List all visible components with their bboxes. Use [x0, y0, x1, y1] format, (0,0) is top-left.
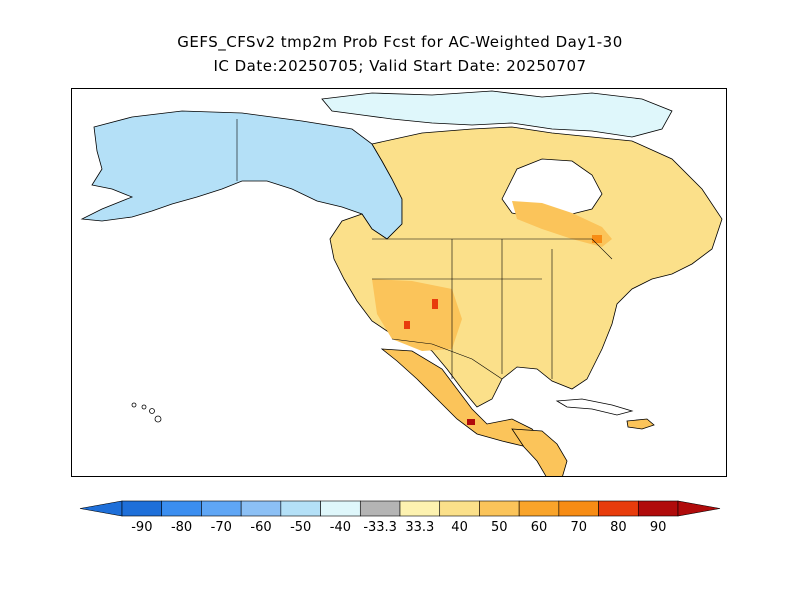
colorbar-swatch	[479, 500, 520, 517]
colorbar-low-arrow	[79, 500, 123, 517]
map-panel	[71, 88, 727, 477]
colorbar-tick-label: -90	[131, 520, 152, 535]
hot-spot-arizona	[404, 321, 410, 329]
colorbar-high-arrow	[677, 500, 721, 517]
colorbar-swatch	[558, 500, 599, 517]
colorbar-tick-label: 40	[451, 520, 468, 535]
colorbar-swatch	[399, 500, 441, 517]
colorbar-tick-label: 50	[491, 520, 508, 535]
quebec-warm-band	[512, 201, 612, 247]
central-america-region	[511, 428, 568, 476]
colorbar-swatch	[518, 500, 560, 517]
colorbar-swatch	[280, 500, 321, 517]
hispaniola	[626, 418, 655, 430]
colorbar-tick-label: 90	[650, 520, 667, 535]
political-borders	[236, 119, 613, 380]
arctic-islands	[321, 90, 673, 138]
colorbar-swatch	[121, 500, 163, 517]
colorbar-tick-label: 80	[610, 520, 627, 535]
colorbar-swatch	[598, 500, 639, 517]
hawaii-islands	[131, 402, 162, 423]
cuba	[555, 398, 634, 416]
colorbar-tick-label: 70	[570, 520, 587, 535]
colorbar-tick-label: 60	[531, 520, 548, 535]
colorbar-tick-label: -50	[290, 520, 311, 535]
forecast-map	[80, 90, 723, 476]
colorbar-swatch	[439, 500, 480, 517]
hot-spot-colorado	[432, 299, 438, 309]
colorbar: -90 -80 -70 -60 -50 -40 -33.3 33.3 40 50 60 70 80 90	[79, 500, 721, 535]
hot-spot-quebec	[592, 235, 602, 243]
alaska-region	[80, 110, 403, 240]
colorbar-swatch	[359, 500, 401, 517]
colorbar-swatch	[201, 500, 242, 517]
colorbar-tick-label: -60	[250, 520, 271, 535]
colorbar-tick-label: -80	[171, 520, 192, 535]
colorbar-swatch	[240, 500, 282, 517]
colorbar-swatch	[161, 500, 202, 517]
colorbar-swatch	[320, 500, 361, 517]
colorbar-tick-label: -33.3	[363, 520, 397, 535]
hot-spot-mexico	[467, 419, 475, 425]
western-us-warm	[372, 279, 462, 351]
colorbar-tick-label: -70	[211, 520, 232, 535]
plot-subtitle: IC Date:20250705; Valid Start Date: 2025…	[213, 57, 587, 75]
colorbar-tick-label: -40	[330, 520, 351, 535]
plot-title: GEFS_CFSv2 tmp2m Prob Fcst for AC-Weight…	[177, 33, 623, 51]
colorbar-swatch	[637, 500, 679, 517]
colorbar-tick-label: 33.3	[405, 520, 434, 535]
